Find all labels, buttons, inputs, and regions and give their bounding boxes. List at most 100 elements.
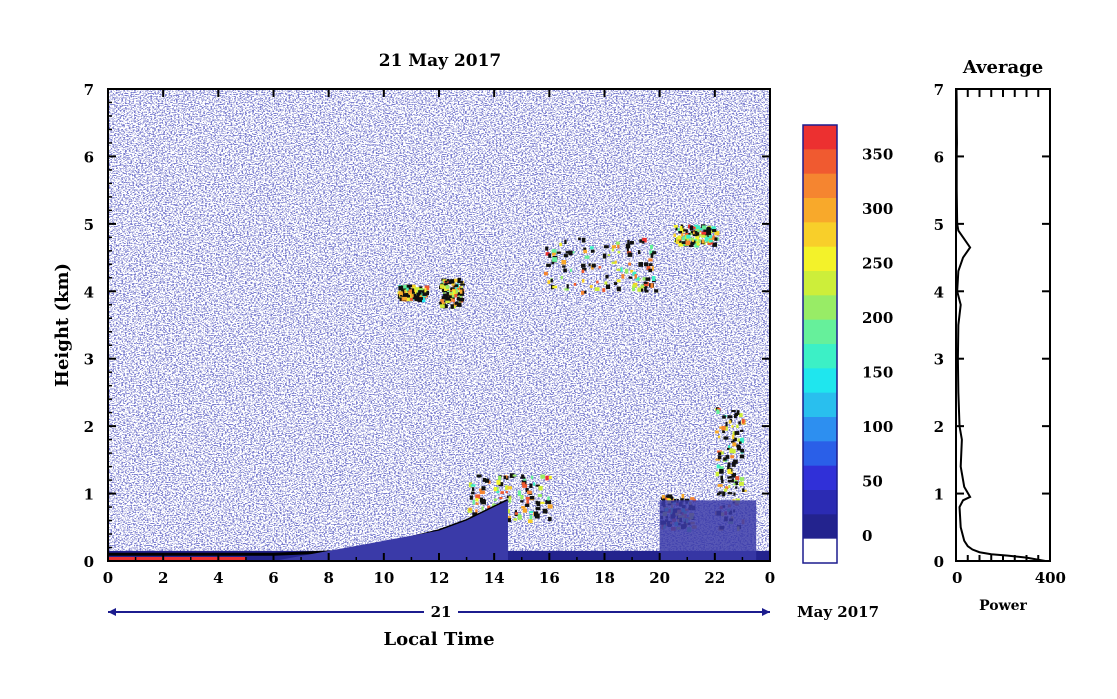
echo-pixel (521, 506, 526, 509)
echo-pixel (419, 295, 423, 298)
echo-pixel (551, 260, 555, 265)
echo-pixel (521, 482, 526, 485)
echo-pixel (632, 271, 637, 276)
colorbar-swatch (803, 465, 837, 491)
echo-pixel (722, 428, 725, 434)
y-tick-label: 4 (84, 283, 94, 301)
echo-pixel (534, 513, 540, 519)
echo-pixel (717, 450, 722, 453)
echo-pixel (472, 512, 478, 518)
echo-pixel (448, 294, 453, 299)
echo-pixel (509, 473, 515, 478)
x-tick-label: 14 (484, 569, 505, 587)
echo-pixel (679, 238, 682, 243)
echo-pixel (412, 287, 416, 291)
colorbar-label: 350 (862, 146, 893, 164)
echo-pixel (547, 504, 553, 509)
echo-pixel (536, 501, 541, 507)
echo-pixel (728, 445, 731, 449)
x-tick-label: 8 (323, 569, 333, 587)
echo-pixel (740, 477, 745, 481)
noise-field-left (108, 89, 608, 559)
echo-pixel (596, 280, 599, 284)
echo-pixel (726, 447, 731, 450)
echo-pixel (696, 230, 700, 234)
echo-pixel (459, 289, 463, 294)
average-axes: 0 1 2 3 4 5 6 7 0 400 (934, 81, 1066, 587)
echo-pixel (634, 274, 637, 279)
echo-pixel (673, 233, 677, 238)
echo-pixel (543, 271, 548, 276)
echo-pixel (712, 242, 717, 247)
avg-x-tick-label: 0 (952, 569, 962, 587)
echo-pixel (607, 254, 611, 257)
echo-pixel (445, 299, 450, 304)
echo-pixel (735, 476, 740, 481)
echo-pixel (403, 293, 408, 296)
echo-pixel (723, 488, 728, 492)
date-day-label: 21 (431, 603, 452, 621)
echo-pixel (727, 465, 730, 471)
echo-pixel (475, 497, 479, 502)
echo-pixel (414, 290, 418, 294)
colorbar: 0 50 100 150 200 250 300 350 (802, 124, 893, 564)
echo-pixel (418, 288, 424, 291)
echo-pixel (420, 293, 423, 298)
echo-pixel (565, 251, 570, 254)
echo-pixel (578, 237, 581, 241)
ground-echo-strong (108, 557, 246, 560)
echo-pixel (690, 497, 695, 500)
colorbar-swatch (803, 392, 837, 418)
echo-pixel (741, 418, 745, 424)
echo-pixel (725, 421, 728, 427)
echo-pixel (418, 297, 422, 303)
echo-pixel (424, 285, 430, 290)
colorbar-swatch (803, 125, 837, 150)
echo-pixel (611, 261, 616, 264)
echo-pixel (731, 461, 736, 467)
echo-pixel (547, 280, 551, 284)
echo-pixel (456, 278, 461, 283)
echo-pixel (475, 509, 478, 514)
x-tick-label: 0 (103, 569, 113, 587)
echo-pixel (740, 448, 745, 453)
echo-pixel (686, 239, 689, 242)
echo-pixel (481, 506, 484, 511)
echo-pixel (529, 514, 533, 520)
echo-pixel (445, 285, 450, 289)
echo-pixel (552, 252, 556, 255)
echo-pixel (679, 225, 683, 230)
echo-pixel (563, 254, 568, 258)
echo-pixel (564, 239, 567, 244)
echo-pixel (741, 437, 744, 442)
x-tick-label: 0 (765, 569, 775, 587)
colorbar-swatch (803, 368, 837, 394)
x-tick-label: 22 (704, 569, 725, 587)
average-frame (955, 88, 1051, 562)
echo-pixel (727, 415, 733, 419)
echo-pixel (629, 241, 634, 245)
echo-pixel (738, 441, 742, 444)
echo-pixel (739, 454, 745, 459)
echo-pixel (525, 503, 530, 507)
echo-pixel (692, 231, 696, 235)
echo-pixel (630, 269, 634, 273)
echo-pixel (694, 224, 698, 227)
echo-pixel (684, 498, 690, 502)
echo-pixel (520, 500, 524, 503)
echo-pixel (718, 491, 722, 495)
echo-pixel (695, 228, 700, 232)
echo-pixel (725, 455, 730, 459)
echo-pixel (695, 236, 700, 241)
echo-pixel (471, 487, 475, 491)
echo-pixel (540, 501, 545, 504)
echo-pixel (685, 238, 688, 242)
echo-pixel (729, 475, 732, 479)
avg-y-tick-label: 7 (934, 81, 944, 99)
echo-pixel (459, 291, 465, 296)
echo-pixel (507, 515, 511, 519)
echo-pixel (734, 431, 740, 435)
echo-pixel (581, 263, 586, 268)
echo-pixel (742, 488, 745, 492)
echo-pixel (551, 249, 557, 254)
